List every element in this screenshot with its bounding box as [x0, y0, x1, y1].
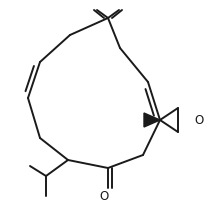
Polygon shape	[144, 113, 160, 127]
Text: O: O	[194, 113, 203, 127]
Text: O: O	[99, 190, 109, 203]
